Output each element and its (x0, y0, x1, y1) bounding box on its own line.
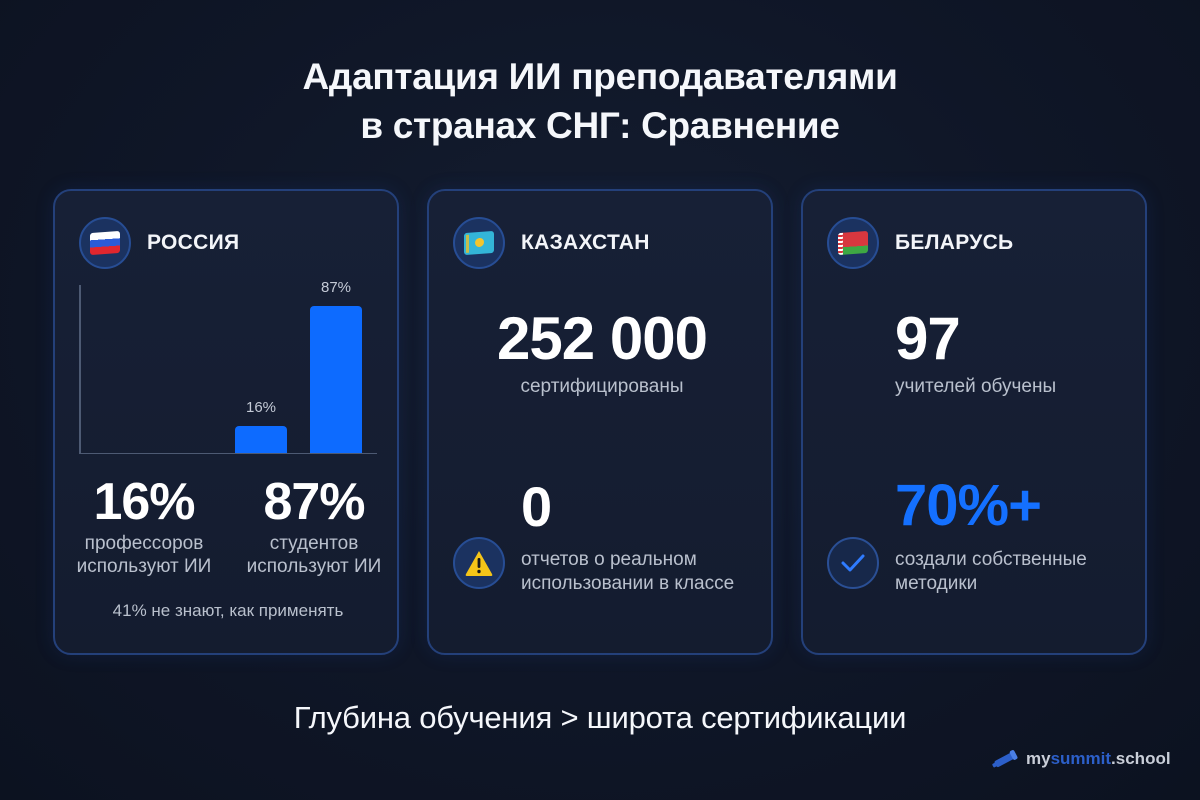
bar-students (310, 305, 362, 453)
professors-label-2: используют ИИ (76, 556, 212, 577)
methods-value: 70%+ (895, 473, 1042, 538)
russia-card-header: РОССИЯ (79, 217, 239, 269)
brand-highlight: summit (1050, 749, 1112, 768)
russia-flag-icon (90, 230, 120, 256)
russia-card: РОССИЯ 16% 87% 16% профессоров использую… (53, 189, 399, 655)
certified-label: сертифицированы (520, 376, 684, 397)
checkmark-badge (827, 537, 879, 589)
methods-label-1: создали собственные (895, 549, 1087, 570)
belarus-flag-badge (827, 217, 879, 269)
belarus-card-header: БЕЛАРУСЬ (827, 217, 1013, 269)
telescope-icon (992, 750, 1018, 768)
belarus-flag-icon (838, 230, 868, 256)
trained-value: 97 (895, 305, 961, 372)
certified-stat: 252 000 сертифицированы (429, 307, 775, 398)
trained-stat: 97 учителей обучены (895, 307, 1056, 398)
professors-label-1: профессоров (84, 533, 204, 554)
students-stat: 87% студентов используют ИИ (231, 474, 397, 578)
brand-logo[interactable]: my summit .school (990, 748, 1171, 770)
reports-label-1: отчетов о реальном (521, 549, 697, 570)
brand-prefix: my (1026, 749, 1051, 768)
russia-flag-badge (79, 217, 131, 269)
belarus-country-name: БЕЛАРУСЬ (895, 231, 1014, 254)
kazakhstan-flag-badge (453, 217, 505, 269)
kazakhstan-card-header: КАЗАХСТАН (453, 217, 650, 269)
checkmark-icon (841, 554, 865, 572)
brand-suffix: .school (1111, 749, 1171, 768)
students-value: 87% (263, 473, 365, 531)
chart-y-axis (79, 285, 81, 453)
reports-label: отчетов о реальном использовании в класс… (521, 548, 734, 596)
title-line-1: Адаптация ИИ преподавателями (302, 56, 898, 97)
kazakhstan-flag-icon (464, 230, 494, 256)
chart-x-axis (79, 452, 377, 454)
professors-value: 16% (93, 473, 195, 531)
certified-value: 252 000 (497, 305, 708, 372)
reports-label-2: использовании в классе (521, 573, 735, 594)
professors-stat: 16% профессоров используют ИИ (59, 474, 229, 578)
russia-bar-chart: 16% 87% (79, 279, 377, 454)
students-label-1: студентов (269, 533, 359, 554)
methods-label-2: методики (895, 573, 978, 594)
bar-professors (235, 425, 287, 453)
title-line-2: в странах СНГ: Сравнение (360, 105, 840, 146)
trained-label: учителей обучены (895, 376, 1057, 397)
kazakhstan-country-name: КАЗАХСТАН (521, 231, 650, 254)
russia-country-name: РОССИЯ (147, 231, 240, 254)
warning-badge (453, 537, 505, 589)
russia-note: 41% не знают, как применять (112, 601, 344, 620)
bar-label-professors: 16% (245, 399, 277, 416)
methods-label: создали собственные методики (895, 548, 1087, 596)
footer-conclusion: Глубина обучения > широта сертификации (293, 700, 907, 735)
warning-icon (465, 551, 493, 576)
belarus-card: БЕЛАРУСЬ 97 учителей обучены 70%+ создал… (801, 189, 1147, 655)
page-title: Адаптация ИИ преподавателями в странах С… (0, 52, 1200, 150)
reports-value: 0 (521, 475, 552, 538)
students-label-2: используют ИИ (246, 556, 382, 577)
bar-label-students: 87% (320, 279, 352, 296)
kazakhstan-card: КАЗАХСТАН 252 000 сертифицированы 0 отче… (427, 189, 773, 655)
